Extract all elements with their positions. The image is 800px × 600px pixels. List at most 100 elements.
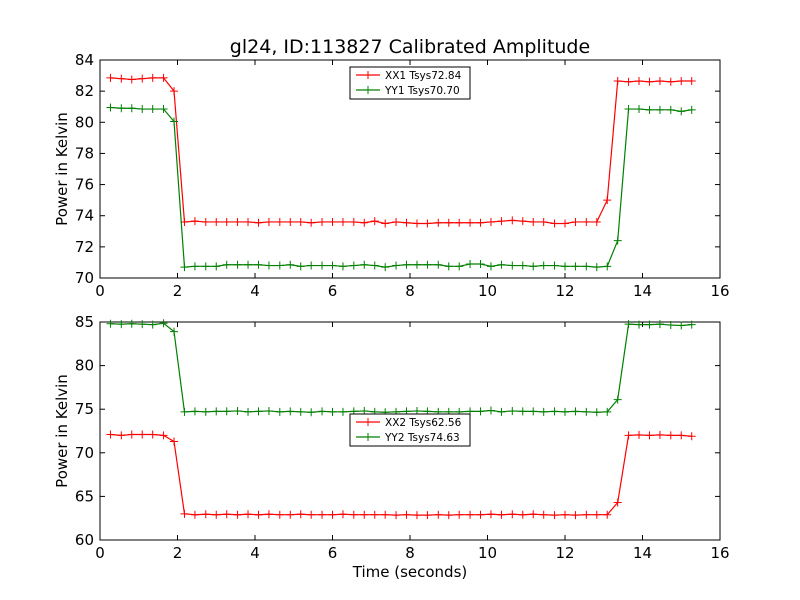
data-point — [402, 510, 411, 519]
data-point — [275, 510, 284, 519]
data-point — [254, 260, 263, 269]
data-point — [127, 430, 136, 439]
data-point — [244, 217, 253, 226]
data-point — [318, 217, 327, 226]
data-point — [613, 395, 622, 404]
y-tick-label: 65 — [75, 487, 94, 505]
y-axis-label: Power in Kelvin — [53, 112, 71, 226]
y-tick-label: 70 — [75, 269, 94, 287]
data-point — [381, 219, 390, 228]
data-point — [434, 260, 443, 269]
data-point — [244, 407, 253, 416]
data-point — [212, 407, 221, 416]
data-point — [666, 321, 675, 330]
data-point — [518, 510, 527, 519]
data-point — [571, 407, 580, 416]
y-axis-label: Power in Kelvin — [53, 374, 71, 488]
legend-label: XX2 Tsys62.56 — [385, 417, 462, 429]
data-point — [190, 262, 199, 271]
data-point — [233, 260, 242, 269]
data-point — [117, 104, 126, 113]
data-point — [550, 219, 559, 228]
data-point — [127, 319, 136, 328]
data-point — [117, 431, 126, 440]
data-point — [455, 262, 464, 271]
data-point — [275, 217, 284, 226]
data-point — [127, 104, 136, 113]
x-tick-label: 0 — [95, 544, 105, 562]
data-point — [508, 510, 517, 519]
x-tick-label: 14 — [633, 282, 652, 300]
data-point — [318, 510, 327, 519]
legend-box — [349, 66, 471, 100]
data-point — [296, 510, 305, 519]
data-point — [264, 510, 273, 519]
data-point — [201, 407, 210, 416]
legend-label: XX1 Tsys72.84 — [385, 70, 462, 82]
y-tick-label: 78 — [75, 144, 94, 162]
data-point — [338, 262, 347, 271]
y-tick-label: 75 — [75, 400, 94, 418]
data-point — [571, 262, 580, 271]
data-point — [508, 406, 517, 415]
data-point — [592, 263, 601, 272]
data-point — [106, 103, 115, 112]
x-tick-label: 14 — [633, 544, 652, 562]
data-point — [254, 218, 263, 227]
data-point — [264, 217, 273, 226]
x-tick-label: 12 — [555, 544, 574, 562]
data-point — [148, 73, 157, 82]
figure-title: gl24, ID:113827 Calibrated Amplitude — [230, 36, 590, 58]
data-point — [402, 218, 411, 227]
data-point — [486, 510, 495, 519]
data-point — [677, 431, 686, 440]
data-point — [603, 407, 612, 416]
data-point — [486, 406, 495, 415]
data-point — [655, 77, 664, 86]
data-point — [582, 510, 591, 519]
data-point — [466, 259, 475, 268]
series-line-yy1 — [110, 106, 692, 268]
data-point — [550, 261, 559, 270]
data-point — [338, 407, 347, 416]
top-subplot: 0 2 4 6 8 10 12 14 16 70 72 74 76 78 80 82 84 Power in Ke… — [53, 51, 730, 300]
data-point — [338, 217, 347, 226]
data-point — [360, 260, 369, 269]
data-point — [222, 260, 231, 269]
data-point — [180, 509, 189, 518]
data-point — [529, 510, 538, 519]
data-point — [138, 430, 147, 439]
data-point — [349, 510, 358, 519]
data-point — [412, 219, 421, 228]
data-point — [635, 430, 644, 439]
data-point — [624, 431, 633, 440]
data-point — [170, 437, 179, 446]
y-tick-label: 80 — [75, 113, 94, 131]
data-point — [655, 320, 664, 329]
legend-label: YY1 Tsys70.70 — [384, 85, 460, 97]
data-point — [233, 406, 242, 415]
data-point — [582, 217, 591, 226]
data-point — [434, 510, 443, 519]
data-point — [455, 510, 464, 519]
data-point — [434, 218, 443, 227]
data-point — [550, 511, 559, 520]
y-tick-label: 70 — [75, 444, 94, 462]
data-point — [392, 261, 401, 270]
data-point — [222, 407, 231, 416]
data-point — [180, 263, 189, 272]
data-point — [687, 105, 696, 114]
data-point — [275, 407, 284, 416]
data-point — [117, 74, 126, 83]
data-point — [307, 408, 316, 417]
data-point — [127, 75, 136, 84]
x-tick-label: 0 — [95, 282, 105, 300]
data-point — [138, 320, 147, 329]
x-tick-label: 10 — [478, 282, 497, 300]
data-point — [190, 217, 199, 226]
data-point — [550, 407, 559, 416]
data-point — [275, 261, 284, 270]
data-point — [571, 217, 580, 226]
data-point — [360, 218, 369, 227]
x-tick-label: 8 — [405, 282, 415, 300]
